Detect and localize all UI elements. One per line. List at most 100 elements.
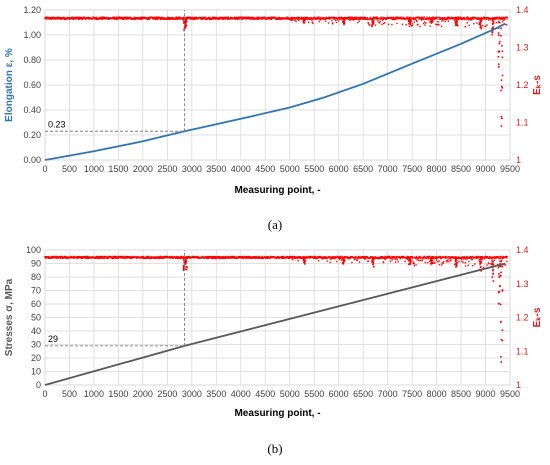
scatter-point	[372, 262, 375, 265]
scatter-point	[391, 256, 394, 258]
scatter-point	[293, 255, 295, 258]
scatter-point	[377, 20, 379, 22]
x-tick-label: 1000	[84, 164, 104, 174]
scatter-point	[492, 280, 495, 282]
scatter-point	[56, 16, 59, 19]
scatter-point	[467, 264, 469, 266]
y-right-tick-label: 1.4	[516, 245, 529, 255]
scatter-point	[295, 20, 297, 23]
scatter-point	[325, 256, 327, 258]
scatter-point	[478, 255, 480, 258]
scatter-point	[267, 18, 270, 20]
x-tick-label: 4000	[231, 389, 251, 399]
scatter-point	[491, 276, 494, 278]
scatter-point	[341, 262, 344, 264]
scatter-point	[458, 260, 460, 263]
scatter-point	[435, 16, 438, 18]
scatter-point	[398, 256, 401, 258]
scatter-point	[359, 256, 362, 258]
scatter-point	[480, 270, 483, 272]
scatter-point	[498, 275, 501, 277]
scatter-point	[161, 17, 164, 19]
scatter-point	[292, 18, 294, 20]
scatter-point	[80, 16, 83, 19]
scatter-point	[486, 24, 488, 26]
scatter-point	[54, 16, 56, 19]
scatter-point	[411, 260, 413, 262]
scatter-point	[378, 256, 381, 259]
scatter-point	[338, 257, 341, 259]
scatter-point	[75, 16, 77, 18]
scatter-point	[268, 17, 271, 19]
scatter-point	[505, 255, 507, 258]
scatter-point	[498, 302, 500, 305]
scatter-point	[73, 257, 75, 260]
x-tick-label: 3500	[206, 389, 226, 399]
scatter-point	[495, 256, 498, 259]
scatter-point	[127, 17, 129, 20]
scatter-point	[371, 257, 374, 260]
scatter-point	[453, 17, 456, 19]
scatter-point	[142, 255, 145, 258]
scatter-point	[479, 22, 481, 25]
scatter-point	[269, 257, 272, 259]
scatter-point	[407, 258, 409, 261]
scatter-point	[369, 257, 371, 260]
scatter-point	[449, 260, 451, 262]
scatter-point	[160, 255, 162, 258]
scatter-point	[130, 16, 132, 19]
scatter-point	[499, 262, 501, 265]
series-line	[44, 22, 506, 161]
scatter-point	[396, 17, 399, 20]
scatter-point	[340, 255, 342, 258]
scatter-point	[146, 257, 148, 260]
scatter-point	[196, 257, 199, 259]
scatter-point	[443, 260, 445, 263]
scatter-point	[491, 33, 493, 36]
scatter-point	[183, 256, 186, 259]
scatter-point	[372, 22, 375, 24]
scatter-point	[308, 17, 311, 19]
scatter-point	[347, 17, 349, 20]
scatter-point	[343, 20, 345, 23]
scatter-point	[312, 18, 315, 20]
scatter-point	[344, 18, 347, 20]
scatter-point	[408, 256, 410, 258]
scatter-point	[422, 22, 425, 25]
scatter-point	[80, 257, 83, 260]
scatter-point	[300, 256, 302, 258]
scatter-point	[51, 256, 53, 259]
scatter-point	[464, 26, 467, 28]
scatter-point	[209, 18, 212, 21]
scatter-point	[430, 260, 432, 263]
annotation-label: 29	[48, 334, 58, 344]
scatter-point	[324, 20, 327, 23]
scatter-point	[227, 16, 230, 19]
scatter-point	[205, 18, 207, 21]
scatter-point	[463, 16, 465, 19]
scatter-point	[227, 256, 230, 258]
scatter-point	[185, 268, 188, 271]
scatter-point	[429, 21, 431, 23]
scatter-point	[362, 16, 364, 19]
scatter-point	[494, 255, 496, 258]
scatter-point	[447, 16, 449, 18]
scatter-point	[139, 17, 142, 20]
scatter-point	[491, 19, 494, 22]
scatter-point	[454, 18, 456, 20]
scatter-point	[370, 256, 373, 258]
scatter-point	[297, 257, 300, 259]
scatter-point	[504, 264, 507, 266]
scatter-point	[367, 18, 369, 20]
scatter-point	[294, 18, 296, 21]
scatter-point	[147, 18, 149, 20]
scatter-point	[402, 18, 404, 20]
y-tick-label: 0	[36, 380, 41, 390]
scatter-point	[115, 255, 118, 258]
scatter-point	[382, 261, 385, 264]
y-tick-label: 70	[31, 286, 41, 296]
scatter-point	[314, 16, 316, 19]
scatter-point	[334, 255, 336, 258]
scatter-point	[255, 257, 257, 259]
scatter-point	[106, 17, 109, 19]
